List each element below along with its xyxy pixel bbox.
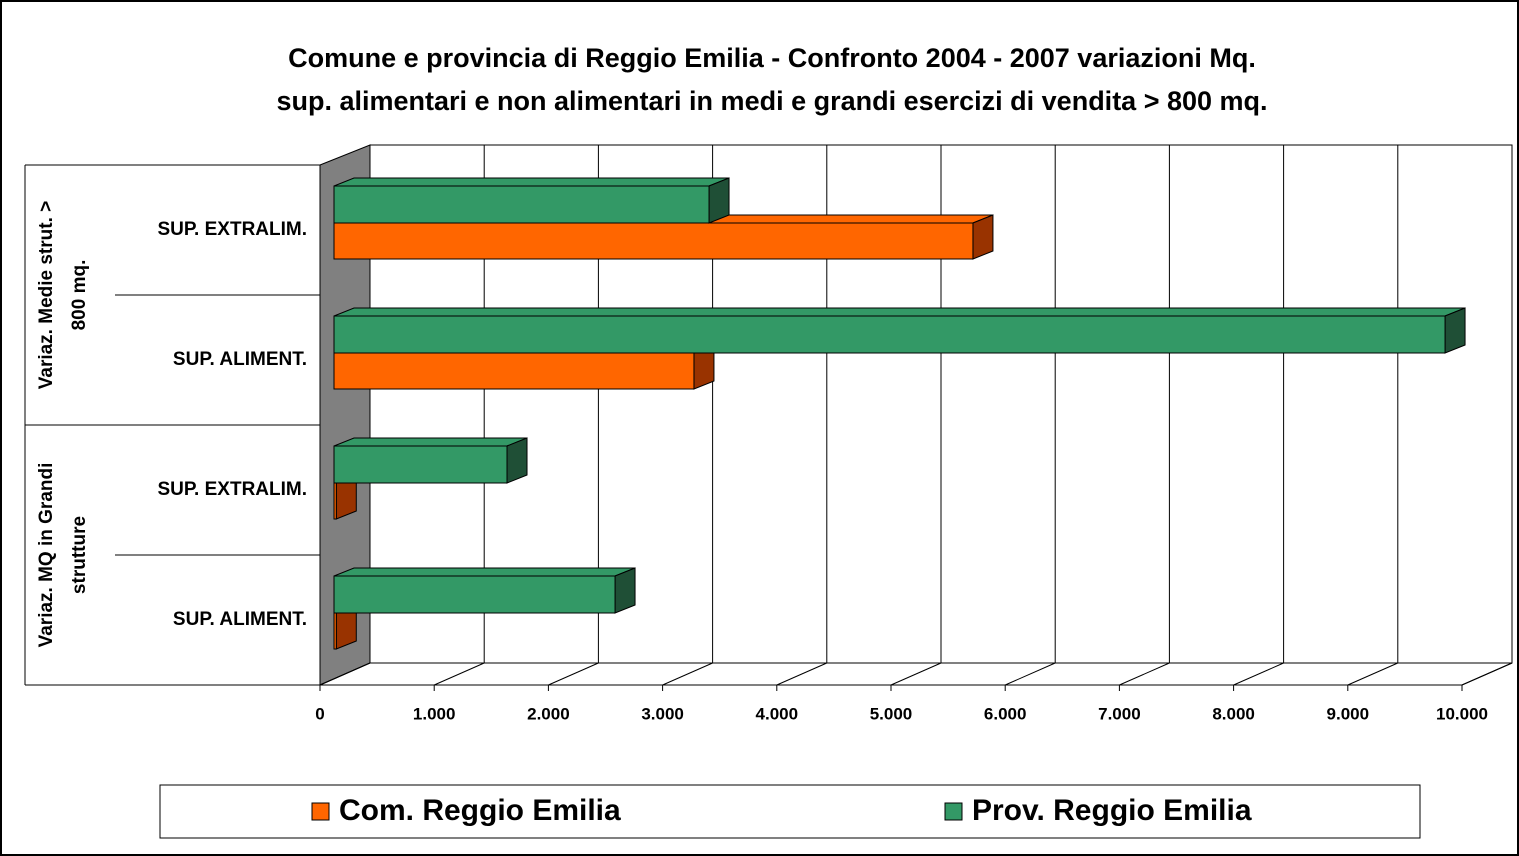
bar-side	[708, 177, 730, 224]
group-label: 800 mq.	[69, 260, 90, 331]
grid-line	[548, 662, 599, 686]
bar-side	[506, 437, 528, 484]
bar	[333, 445, 508, 484]
x-tick-label: 1.000	[413, 704, 456, 723]
legend-swatch	[944, 802, 963, 821]
x-tick-label: 3.000	[641, 704, 684, 723]
bar	[333, 575, 616, 614]
x-tick-label: 7.000	[1098, 704, 1141, 723]
grid-line	[776, 662, 828, 686]
bar	[333, 612, 337, 650]
grid-line	[319, 662, 371, 686]
bar	[333, 315, 1446, 354]
x-tick-label: 9.000	[1327, 704, 1370, 723]
grid-line	[433, 662, 485, 686]
bar-side	[972, 214, 994, 260]
legend	[159, 784, 1421, 839]
y-tick-label: SUP. EXTRALIM.	[157, 479, 307, 500]
y-tick-label: SUP. EXTRALIM.	[157, 219, 307, 240]
legend-swatch	[311, 802, 330, 821]
bar-top	[333, 177, 730, 187]
x-tick-label: 4.000	[756, 704, 799, 723]
x-tick-label: 6.000	[984, 704, 1027, 723]
bar-top	[333, 437, 528, 447]
y-tick-label: SUP. ALIMENT.	[173, 349, 307, 370]
bar	[333, 185, 710, 224]
bar-side	[1444, 307, 1466, 354]
chart-title: Comune e provincia di Reggio Emilia - Co…	[288, 43, 1256, 73]
legend-label: Com. Reggio Emilia	[339, 794, 621, 827]
grid-line	[1004, 662, 1056, 686]
chart-title: sup. alimentari e non alimentari in medi…	[276, 86, 1267, 116]
bar	[333, 222, 974, 260]
group-label: strutture	[69, 516, 90, 594]
bar	[333, 482, 337, 520]
group-label: Variaz. Medie strut. >	[36, 201, 57, 390]
bar-top	[333, 567, 636, 577]
grid-line	[1119, 662, 1170, 686]
bar-top	[333, 307, 1466, 317]
legend-label: Prov. Reggio Emilia	[972, 794, 1252, 827]
grid-line	[1233, 662, 1284, 686]
grid-line	[1461, 662, 1513, 686]
x-tick-label: 0	[315, 704, 324, 723]
x-tick-label: 5.000	[870, 704, 913, 723]
grid-line	[1347, 662, 1399, 686]
x-tick-label: 10.000	[1436, 704, 1488, 723]
bar	[333, 352, 695, 390]
bar-side	[614, 567, 636, 614]
grid-line	[890, 662, 942, 686]
y-tick-label: SUP. ALIMENT.	[173, 609, 307, 630]
x-tick-label: 8.000	[1212, 704, 1255, 723]
grid-line	[662, 662, 713, 686]
x-tick-label: 2.000	[527, 704, 570, 723]
group-label: Variaz. MQ in Grandi	[36, 463, 57, 648]
